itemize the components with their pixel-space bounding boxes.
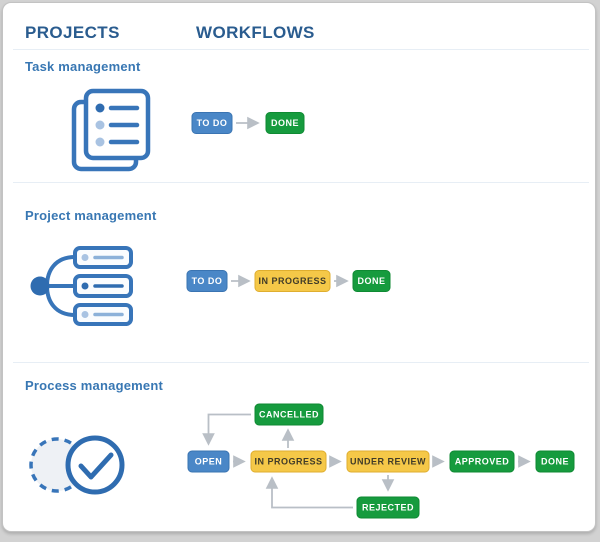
process-check-icon: [29, 429, 135, 506]
project-tree-icon: [25, 231, 173, 348]
workflows-column-header: WORKFLOWS: [196, 23, 315, 42]
section-label-task-management: Task management: [25, 59, 141, 74]
task-checklist-icon: [47, 82, 157, 185]
header-divider: [13, 49, 589, 50]
section-divider-2: [13, 362, 589, 363]
section-divider-1: [13, 182, 589, 183]
workflow-overview-card: PROJECTS WORKFLOWS Task management Proje…: [2, 2, 596, 532]
section-label-project-management: Project management: [25, 208, 157, 223]
projects-column-header: PROJECTS: [25, 23, 120, 42]
section-label-process-management: Process management: [25, 378, 163, 393]
